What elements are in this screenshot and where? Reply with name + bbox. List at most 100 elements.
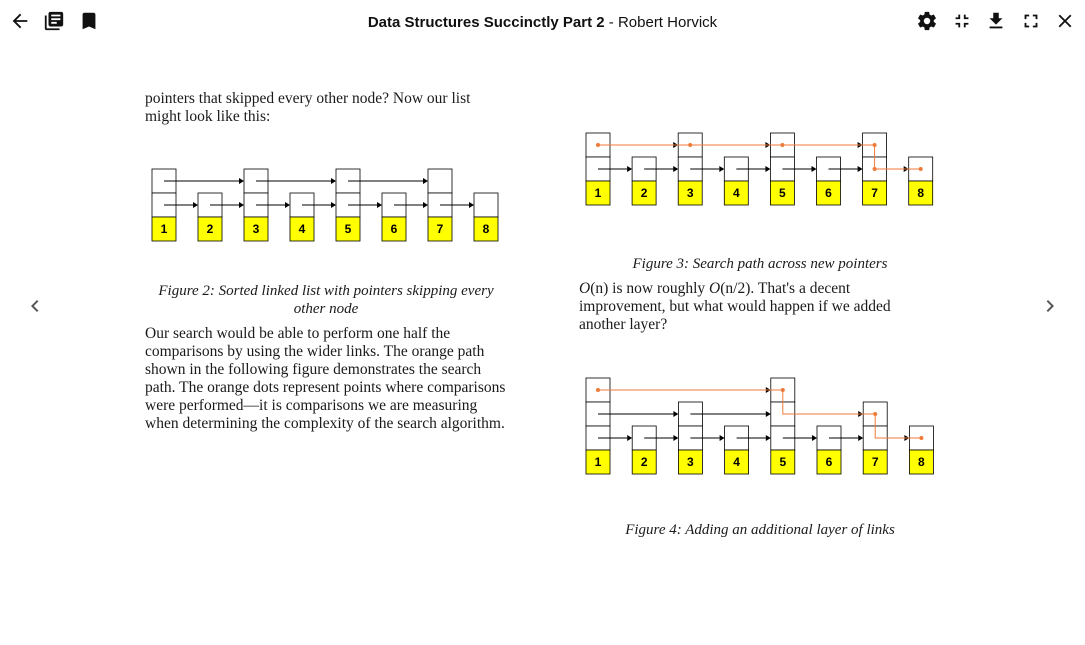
link-arrow-head — [627, 435, 633, 441]
fullscreen-exit-icon[interactable] — [950, 9, 974, 33]
node-value-cell — [908, 180, 934, 206]
comparison-dot — [596, 143, 600, 147]
node-label: 5 — [345, 222, 352, 236]
fullscreen-icon[interactable] — [1019, 9, 1043, 33]
body-paragraph-wrap: Our search would be able to perform one … — [145, 325, 510, 433]
link-arrow-head — [765, 411, 771, 417]
comparison-dot — [918, 167, 923, 171]
node-label: 3 — [253, 222, 260, 236]
node-label: 5 — [779, 186, 786, 200]
node-value-cell — [335, 216, 361, 242]
node-pointer-cell — [427, 168, 453, 194]
node-label: 3 — [687, 186, 694, 200]
close-icon[interactable] — [1053, 9, 1077, 33]
comparison-dot — [873, 412, 878, 416]
comparison-dot — [872, 167, 877, 171]
comparison-dot — [919, 436, 924, 440]
figure-3-caption: Figure 3: Search path across new pointer… — [632, 256, 888, 272]
node-value-cell — [816, 180, 841, 206]
link-arrow-head — [239, 202, 244, 208]
title-separator: - — [604, 14, 618, 31]
link-arrow-head — [239, 178, 244, 184]
chevron-left-icon[interactable] — [22, 293, 48, 319]
comparison-dot — [780, 388, 785, 392]
link-arrow-head — [765, 435, 771, 441]
node-value-cell — [769, 180, 795, 206]
book-title: Data Structures Succinctly Part 2 - Robe… — [0, 14, 1085, 31]
node-label: 1 — [161, 222, 168, 236]
link-arrow-head — [673, 411, 679, 417]
comparison-dot — [688, 143, 693, 147]
download-icon[interactable] — [984, 9, 1008, 33]
node-label: 5 — [779, 455, 786, 469]
link-arrow-head — [377, 202, 382, 208]
node-value-cell — [816, 449, 842, 475]
node-label: 6 — [826, 455, 833, 469]
node-label: 7 — [871, 186, 878, 200]
node-label: 8 — [918, 455, 925, 469]
search-path — [598, 144, 921, 170]
rest-text: . That's a decent improvement, but what … — [579, 280, 891, 333]
link-arrow-head — [765, 166, 771, 172]
author-name: Robert Horvick — [617, 14, 718, 31]
node-value-cell — [770, 449, 796, 475]
node-value-cell — [723, 180, 749, 206]
node-value-cell — [473, 216, 499, 242]
node-label: 2 — [641, 455, 648, 469]
gear-icon[interactable] — [915, 9, 939, 33]
comparison-dot — [780, 143, 785, 147]
node-value-cell — [427, 216, 453, 242]
link-arrow-head — [193, 202, 198, 208]
page-thumbnail-strip[interactable] — [0, 638, 1085, 645]
node-value-cell — [724, 449, 750, 475]
mid-text: is now roughly — [608, 280, 710, 297]
node-label: 3 — [687, 455, 694, 469]
node-label: 8 — [917, 186, 924, 200]
node-pointer-cell — [473, 192, 499, 218]
arrow-left-icon[interactable] — [8, 9, 32, 33]
node-value-cell — [862, 180, 888, 206]
big-o-1: O — [579, 280, 591, 297]
link-arrow-head — [673, 166, 679, 172]
body-paragraph: Our search would be able to perform one … — [145, 325, 506, 432]
link-arrow-head — [858, 435, 864, 441]
link-arrow-head — [719, 435, 725, 441]
intro-paragraph: pointers that skipped every other node? … — [145, 90, 471, 125]
node-label: 6 — [825, 186, 832, 200]
node-value-cell — [908, 449, 934, 475]
link-arrow-head — [811, 166, 817, 172]
library-icon[interactable] — [42, 9, 66, 33]
node-value-cell — [585, 180, 611, 206]
node-label: 1 — [595, 186, 602, 200]
bookmark-icon[interactable] — [77, 9, 101, 33]
link-arrow-head — [423, 178, 428, 184]
node-value-cell — [289, 216, 315, 242]
link-arrow-head — [719, 166, 725, 172]
figure-3-diagram: 1 2 3 4 5 6 7 8 — [585, 132, 934, 206]
link-arrow-head — [285, 202, 290, 208]
node-label: 8 — [483, 222, 490, 236]
node-value-cell — [677, 180, 703, 206]
figure-4-diagram: 1 2 3 4 5 6 7 8 — [585, 377, 934, 475]
comparison-dot — [596, 388, 600, 392]
link-arrow-head — [331, 202, 336, 208]
node-label: 7 — [872, 455, 879, 469]
figure-2-diagram: 1 2 3 4 5 6 7 8 — [151, 168, 499, 242]
node-label: 1 — [595, 455, 602, 469]
node-value-cell — [862, 449, 888, 475]
node-value-cell — [197, 216, 223, 242]
book-title-text: Data Structures Succinctly Part 2 — [367, 14, 605, 31]
node-value-cell — [381, 216, 407, 242]
complexity-text: O(n) is now roughly O(n/2). That's a dec… — [579, 280, 924, 334]
node-label: 7 — [437, 222, 444, 236]
chevron-right-icon[interactable] — [1037, 293, 1063, 319]
node-label: 4 — [733, 186, 740, 200]
n-half-term: (n/2) — [720, 280, 751, 297]
search-path — [598, 389, 922, 439]
link-arrow-head — [331, 178, 336, 184]
link-arrow-head — [857, 166, 863, 172]
node-value-cell — [678, 449, 703, 475]
node-value-cell — [151, 216, 177, 242]
link-arrow-head — [469, 202, 474, 208]
node-label: 6 — [391, 222, 398, 236]
